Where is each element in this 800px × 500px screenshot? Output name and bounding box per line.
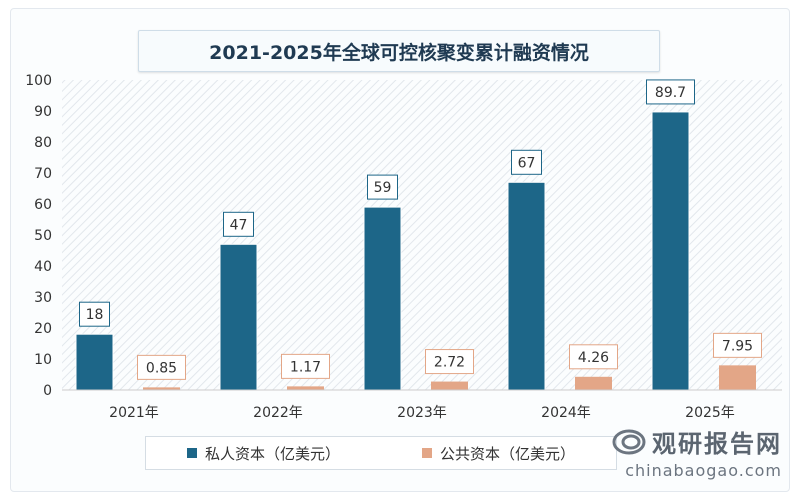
bar-private: [75, 333, 114, 391]
bar-public: [287, 386, 324, 390]
x-tick-label: 2021年: [109, 405, 159, 421]
data-label: 18: [86, 307, 104, 323]
bar-public: [431, 381, 468, 390]
data-label-box: [281, 353, 330, 379]
bar-public: [719, 365, 756, 390]
y-tick-label: 50: [34, 228, 52, 244]
data-label-box: [137, 354, 186, 380]
data-label: 47: [230, 217, 248, 233]
bar-private: [507, 181, 546, 391]
bar-private: [651, 111, 690, 391]
chart-title: 2021-2025年全球可控核聚变累计融资情况: [138, 30, 660, 72]
data-label-box: [713, 332, 762, 358]
legend-swatch-public: [421, 448, 432, 458]
x-tick-label: 2025年: [685, 405, 735, 421]
data-label: 7.95: [722, 338, 753, 354]
y-tick-label: 0: [43, 383, 52, 399]
data-label: 0.85: [146, 360, 177, 376]
data-label: 89.7: [655, 85, 686, 101]
data-label-box: [569, 344, 618, 370]
legend-label-public: 公共资本（亿美元）: [439, 444, 575, 463]
data-label: 1.17: [290, 359, 321, 375]
x-tick-label: 2022年: [253, 405, 303, 421]
y-tick-label: 40: [34, 259, 52, 275]
data-label-box: [79, 301, 110, 327]
data-label: 4.26: [578, 350, 609, 366]
y-tick-label: 60: [34, 197, 52, 213]
bar-public: [575, 376, 612, 390]
y-tick-label: 30: [34, 290, 52, 306]
y-tick-label: 80: [34, 135, 52, 151]
data-label-box: [511, 149, 542, 175]
data-label: 67: [518, 155, 536, 171]
y-tick-label: 100: [25, 73, 52, 89]
data-label-box: [223, 211, 254, 237]
data-label: 59: [374, 180, 392, 196]
y-tick-label: 10: [34, 352, 52, 368]
data-label-box: [367, 174, 398, 200]
bar-public: [143, 387, 180, 390]
data-label-box: [646, 79, 695, 105]
brand-watermark: 观研报告网 chinabaogao.com: [612, 424, 782, 480]
brand-name: 观研报告网: [652, 430, 782, 458]
y-tick-label: 70: [34, 166, 52, 182]
data-label: 2.72: [434, 355, 465, 371]
legend-item-private: 私人资本（亿美元）: [186, 443, 340, 464]
legend-item-public: 公共资本（亿美元）: [421, 443, 575, 464]
data-label-box: [425, 349, 474, 375]
chart-legend: 私人资本（亿美元） 公共资本（亿美元）: [145, 436, 617, 470]
y-tick-label: 20: [34, 321, 52, 337]
brand-url: chinabaogao.com: [625, 461, 782, 480]
x-tick-label: 2023年: [397, 405, 447, 421]
x-tick-label: 2024年: [541, 405, 591, 421]
legend-swatch-private: [186, 448, 197, 458]
bar-private: [363, 206, 402, 391]
legend-label-private: 私人资本（亿美元）: [204, 444, 340, 463]
swirl-logo-icon: [612, 429, 646, 454]
bar-private: [219, 243, 258, 391]
y-tick-label: 90: [34, 104, 52, 120]
